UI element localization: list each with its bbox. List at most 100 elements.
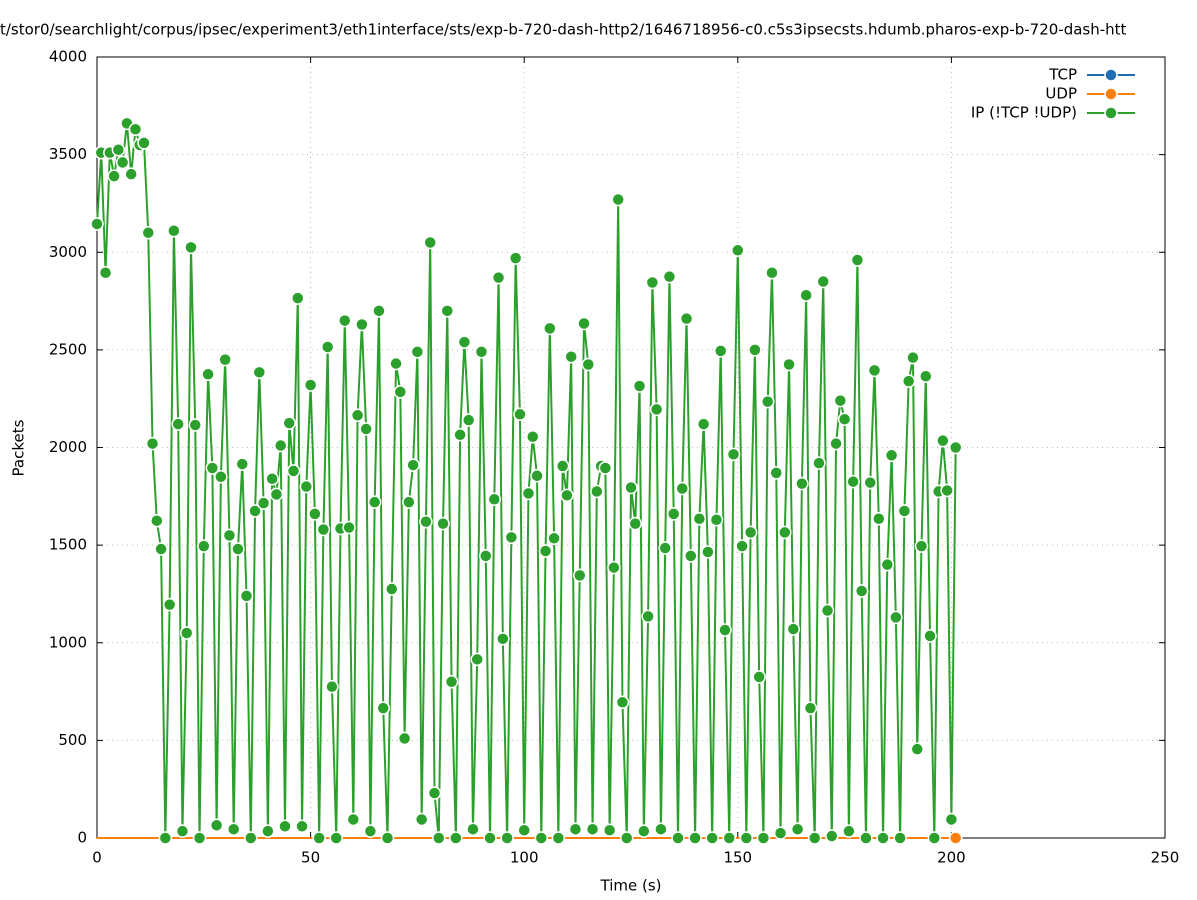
x-tick-label: 0 <box>92 849 102 867</box>
data-point <box>487 492 502 506</box>
x-tick-label: 250 <box>1151 849 1180 867</box>
data-point <box>239 589 254 603</box>
data-point <box>457 335 472 349</box>
data-point <box>342 520 356 535</box>
data-point <box>645 275 660 290</box>
data-point <box>560 488 574 503</box>
data-point <box>684 549 698 563</box>
data-point <box>179 626 194 640</box>
y-axis-label: Packets <box>10 419 28 476</box>
data-point <box>872 512 886 526</box>
data-point <box>235 457 249 471</box>
data-point <box>743 525 758 540</box>
data-point <box>726 447 741 462</box>
data-point <box>581 357 596 372</box>
data-point <box>158 831 173 845</box>
data-point <box>598 461 613 475</box>
data-point <box>470 652 484 667</box>
data-point <box>722 831 737 845</box>
data-point <box>901 374 916 388</box>
data-point <box>346 812 361 827</box>
data-point <box>192 831 207 845</box>
legend-swatch <box>1104 87 1118 101</box>
data-point <box>350 408 365 423</box>
data-point <box>696 417 711 431</box>
data-point <box>666 507 681 521</box>
data-point <box>256 496 271 510</box>
data-point <box>624 480 638 495</box>
data-point <box>500 831 514 845</box>
data-point <box>483 831 497 845</box>
data-point <box>688 831 702 845</box>
data-point <box>880 557 895 572</box>
data-point <box>936 433 950 448</box>
data-point <box>773 826 788 840</box>
data-point <box>508 251 523 265</box>
data-point <box>504 530 519 545</box>
data-point <box>154 542 168 556</box>
data-point <box>748 343 762 357</box>
data-point <box>760 394 775 409</box>
legend-label: TCP <box>1048 66 1077 84</box>
data-point <box>662 269 677 284</box>
data-point <box>295 819 309 834</box>
y-tick-label: 3000 <box>49 243 87 261</box>
data-point <box>282 416 296 430</box>
data-point <box>419 514 433 529</box>
data-point <box>261 824 275 838</box>
data-point <box>641 609 655 624</box>
x-tick-label: 100 <box>510 849 539 867</box>
data-point <box>675 481 690 496</box>
data-point <box>474 345 489 359</box>
data-point <box>820 603 835 618</box>
data-point <box>479 549 493 563</box>
data-point <box>461 413 476 427</box>
y-tick-label: 0 <box>77 829 87 847</box>
data-point <box>517 823 531 837</box>
data-point <box>184 240 198 255</box>
data-point <box>513 407 527 422</box>
data-point <box>850 253 865 267</box>
data-point <box>534 831 549 845</box>
data-point <box>359 422 373 436</box>
data-point <box>90 217 104 231</box>
x-tick-label: 50 <box>301 849 320 867</box>
data-point <box>731 243 745 258</box>
data-point <box>854 584 869 598</box>
data-point <box>893 831 907 845</box>
data-point <box>269 487 284 502</box>
legend-swatch <box>1104 68 1118 82</box>
data-point <box>709 512 724 527</box>
data-point <box>782 357 796 372</box>
data-point <box>402 495 416 509</box>
data-point <box>739 831 754 845</box>
data-point <box>423 235 437 250</box>
data-point <box>889 610 903 625</box>
data-point <box>795 476 809 491</box>
data-point <box>564 349 578 364</box>
data-point <box>807 831 822 845</box>
data-point <box>547 531 561 546</box>
data-point <box>397 731 412 746</box>
data-point <box>923 629 937 643</box>
data-point <box>265 471 279 486</box>
data-point <box>846 474 860 489</box>
data-point <box>786 622 801 636</box>
data-point <box>491 270 506 285</box>
data-point <box>363 824 378 838</box>
data-point <box>141 225 156 240</box>
data-point <box>692 512 707 526</box>
data-point <box>355 317 369 332</box>
y-tick-label: 3500 <box>49 145 87 163</box>
data-point <box>303 378 318 392</box>
data-point <box>252 365 267 380</box>
data-point <box>769 466 783 480</box>
data-point <box>568 822 583 836</box>
data-point <box>790 822 805 836</box>
data-point <box>124 167 138 181</box>
data-point <box>320 340 335 354</box>
legend-label: IP (!TCP !UDP) <box>971 104 1077 122</box>
data-point <box>316 522 331 537</box>
data-point <box>940 483 954 498</box>
